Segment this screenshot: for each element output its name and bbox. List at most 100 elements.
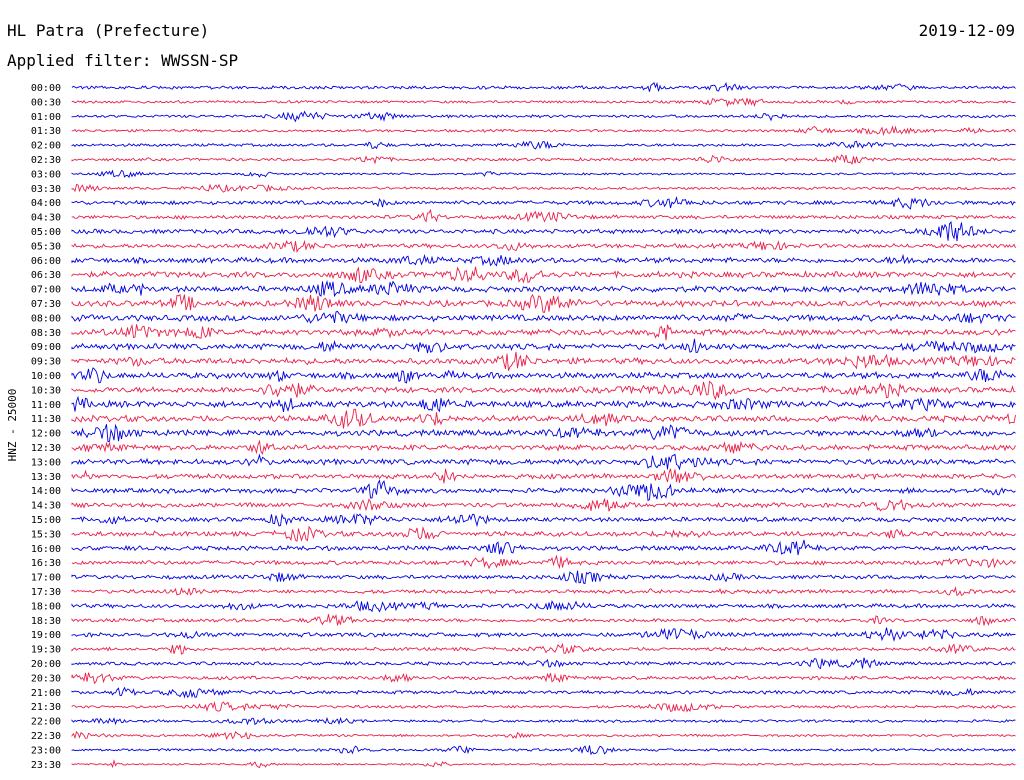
time-label: 17:30 xyxy=(31,587,61,598)
seismic-trace xyxy=(71,140,1016,150)
seismic-trace xyxy=(71,730,1016,740)
seismic-trace xyxy=(71,293,1016,313)
time-label: 04:30 xyxy=(31,213,61,224)
time-label: 18:00 xyxy=(31,601,61,612)
time-label: 21:30 xyxy=(31,702,61,713)
time-label: 07:00 xyxy=(31,285,61,296)
seismic-trace xyxy=(71,686,1016,699)
time-label: 15:00 xyxy=(31,515,61,526)
time-label: 19:00 xyxy=(31,630,61,641)
seismic-trace xyxy=(71,498,1016,512)
channel-label: HNZ - 25000 xyxy=(6,389,19,462)
seismic-trace xyxy=(71,239,1016,253)
seismic-trace xyxy=(71,672,1016,685)
time-label: 17:00 xyxy=(31,573,61,584)
seismic-trace xyxy=(71,125,1016,137)
time-label: 04:00 xyxy=(31,198,61,209)
seismic-trace xyxy=(71,110,1016,123)
time-label: 00:30 xyxy=(31,97,61,108)
seismic-trace xyxy=(71,195,1016,210)
seismic-trace xyxy=(71,208,1016,223)
seismic-trace xyxy=(71,439,1016,455)
time-label: 09:30 xyxy=(31,357,61,368)
time-label: 01:00 xyxy=(31,112,61,123)
time-label: 11:30 xyxy=(31,414,61,425)
time-label: 15:30 xyxy=(31,529,61,540)
seismic-trace xyxy=(71,468,1016,484)
time-label: 02:00 xyxy=(31,141,61,152)
time-label: 23:00 xyxy=(31,745,61,756)
time-label: 06:00 xyxy=(31,256,61,267)
seismic-trace xyxy=(71,642,1016,655)
record-date: 2019-12-09 xyxy=(918,21,1015,40)
time-label: 08:00 xyxy=(31,313,61,324)
time-label: 20:00 xyxy=(31,659,61,670)
seismic-trace xyxy=(71,586,1016,597)
seismic-trace xyxy=(71,221,1016,242)
seismic-trace xyxy=(71,745,1016,756)
seismic-trace xyxy=(71,701,1016,713)
seismic-trace xyxy=(71,716,1016,726)
time-label: 08:30 xyxy=(31,328,61,339)
seismic-trace xyxy=(71,479,1016,502)
seismic-trace xyxy=(71,600,1016,613)
time-label: 23:30 xyxy=(31,760,61,771)
seismic-trace xyxy=(71,81,1016,92)
seismic-trace xyxy=(71,395,1016,413)
time-label: 21:00 xyxy=(31,688,61,699)
seismic-trace xyxy=(71,423,1016,443)
time-label: 12:00 xyxy=(31,429,61,440)
seismic-trace xyxy=(71,310,1016,325)
time-label: 12:30 xyxy=(31,443,61,454)
time-label: 16:30 xyxy=(31,558,61,569)
time-label: 14:30 xyxy=(31,501,61,512)
seismic-trace xyxy=(71,627,1016,642)
time-label: 03:00 xyxy=(31,169,61,180)
station-title: HL Patra (Prefecture) xyxy=(7,21,210,40)
seismic-trace xyxy=(71,169,1016,179)
time-label: 05:00 xyxy=(31,227,61,238)
seismic-trace xyxy=(71,183,1016,193)
seismic-trace xyxy=(71,513,1016,528)
time-label: 09:00 xyxy=(31,342,61,353)
time-label: 20:30 xyxy=(31,673,61,684)
seismic-trace xyxy=(71,539,1016,556)
seismic-trace xyxy=(71,613,1016,626)
time-label: 11:00 xyxy=(31,400,61,411)
filter-label: Applied filter: WWSSN-SP xyxy=(7,51,239,70)
time-label: 03:30 xyxy=(31,184,61,195)
time-label: 14:00 xyxy=(31,486,61,497)
seismic-trace xyxy=(71,759,1016,769)
seismic-trace xyxy=(71,351,1016,371)
seismic-trace xyxy=(71,367,1016,384)
seismic-trace xyxy=(71,453,1016,471)
time-label: 19:30 xyxy=(31,645,61,656)
seismic-trace xyxy=(71,279,1016,298)
seismic-trace xyxy=(71,570,1016,585)
time-labels: 00:00 00:30 01:00 01:30 02:00 02:30 03:00 03:30… xyxy=(31,83,61,771)
seismic-trace xyxy=(71,266,1016,284)
seismic-trace xyxy=(71,323,1016,341)
time-label: 01:30 xyxy=(31,126,61,137)
time-label: 06:30 xyxy=(31,270,61,281)
time-label: 07:30 xyxy=(31,299,61,310)
time-label: 13:30 xyxy=(31,472,61,483)
time-label: 22:30 xyxy=(31,731,61,742)
seismic-trace xyxy=(71,253,1016,267)
seismic-trace xyxy=(71,97,1016,108)
seismic-trace xyxy=(71,338,1016,354)
time-label: 16:00 xyxy=(31,544,61,555)
time-label: 10:30 xyxy=(31,385,61,396)
seismic-trace xyxy=(71,525,1016,542)
time-label: 22:00 xyxy=(31,717,61,728)
seismic-trace xyxy=(71,380,1016,401)
time-label: 13:00 xyxy=(31,457,61,468)
seismic-trace xyxy=(71,154,1016,165)
time-label: 05:30 xyxy=(31,241,61,252)
time-label: 18:30 xyxy=(31,616,61,627)
seismic-trace xyxy=(71,554,1016,570)
seismic-trace xyxy=(71,408,1016,429)
time-label: 00:00 xyxy=(31,83,61,94)
seismic-traces xyxy=(71,81,1016,769)
